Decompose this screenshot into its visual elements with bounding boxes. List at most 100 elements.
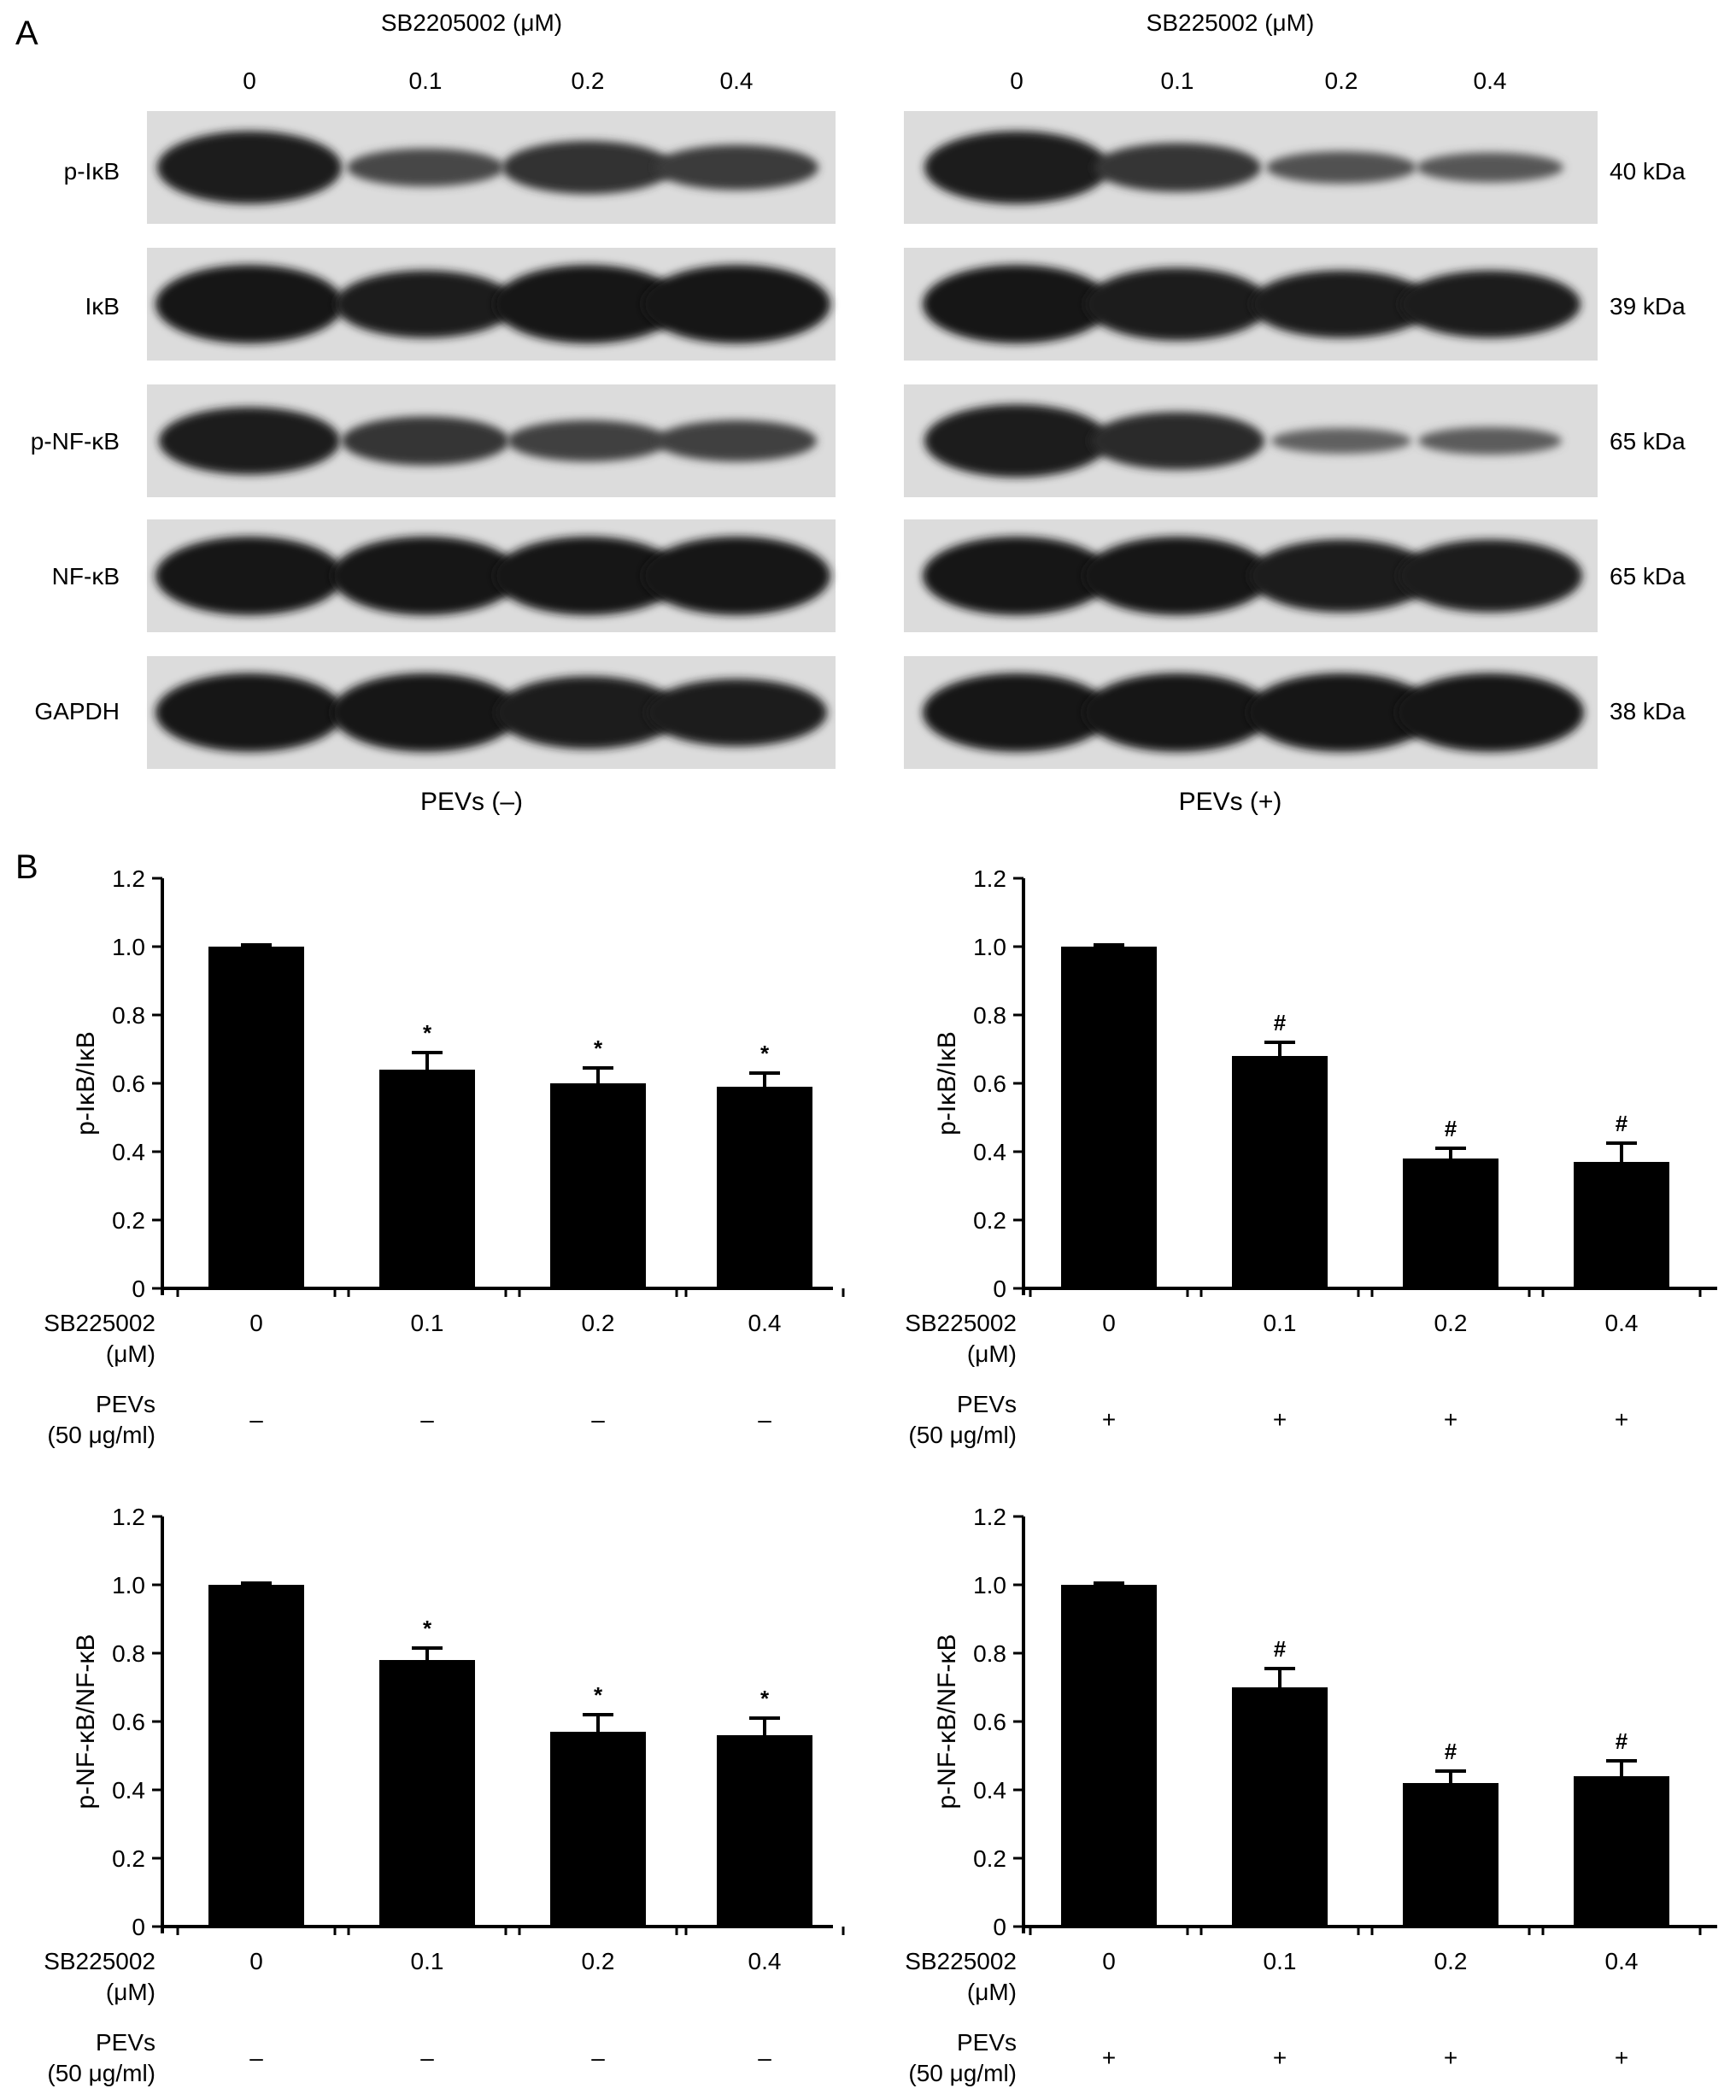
right-blot-band-3-1 — [1083, 537, 1271, 615]
y-tick-label: 0.6 — [973, 1709, 1006, 1735]
protein-label-2: p-NF-κB — [31, 428, 120, 455]
significance-marker: # — [1616, 1728, 1628, 1754]
right-blot-band-4-3 — [1396, 673, 1584, 752]
y-tick-label: 0 — [132, 1276, 145, 1302]
pevs-row-label: PEVs — [96, 2029, 155, 2056]
left-blot-band-2-0 — [159, 407, 340, 475]
left-blot-band-3-1 — [331, 537, 519, 615]
left-blot-band-1-3 — [642, 265, 830, 343]
left-blot-band-1-0 — [155, 265, 343, 343]
protein-label-0: p-IκB — [64, 158, 120, 185]
bar — [208, 1585, 304, 1927]
right-dose-3: 0.4 — [1474, 67, 1507, 94]
x-tick-label: 0.1 — [1264, 1310, 1297, 1336]
left-blot-band-4-1 — [331, 673, 519, 752]
x-tick-label: 0 — [249, 1948, 263, 1974]
left-blot-band-4-2 — [496, 676, 680, 749]
pevs-value: + — [1444, 2044, 1457, 2071]
bar — [1403, 1783, 1498, 1927]
y-axis-label: p-IκB/IκB — [933, 1031, 961, 1135]
bar — [717, 1735, 812, 1927]
right-blot-footer: PEVs (+) — [1179, 788, 1282, 816]
kda-label-3: 65 kDa — [1610, 563, 1686, 590]
y-tick-label: 1.2 — [973, 865, 1006, 892]
x-tick-label: 0.4 — [748, 1310, 782, 1336]
right-blot-band-0-2 — [1266, 151, 1416, 184]
y-tick-label: 0.4 — [112, 1139, 145, 1165]
y-tick-label: 1.0 — [112, 934, 145, 960]
y-tick-label: 0.2 — [112, 1845, 145, 1872]
drug-row-unit: (μM) — [967, 1979, 1017, 2005]
x-tick-label: 0 — [1102, 1948, 1116, 1974]
right-blot-band-3-2 — [1249, 539, 1434, 613]
pevs-value: + — [1444, 1406, 1457, 1433]
right-blot-band-1-1 — [1085, 267, 1270, 341]
left-dose-labels: 0 0.1 0.2 0.4 — [243, 67, 753, 94]
drug-row-label: SB225002 — [905, 1948, 1017, 1974]
y-tick-label: 0.8 — [112, 1640, 145, 1667]
right-blot-band-2-1 — [1090, 412, 1264, 470]
panel-a-label: A — [15, 15, 38, 52]
left-blot-band-3-0 — [155, 537, 343, 615]
kda-label-4: 38 kDa — [1610, 698, 1686, 724]
significance-marker: * — [423, 1020, 432, 1046]
right-blot-band-0-0 — [924, 131, 1109, 204]
x-tick-label: 0.1 — [411, 1948, 444, 1974]
bar — [550, 1083, 646, 1288]
left-blot-band-0-0 — [157, 131, 342, 204]
bar-chart-3: 0 0.2 0.4 0.6 0.8 1.0 1.2 p-NF-κB/NF-κB # # # SB225… — [905, 1504, 1717, 2086]
right-blot-band-3-3 — [1398, 539, 1582, 613]
y-tick-label: 0.2 — [973, 1207, 1006, 1234]
right-blot-band-4-0 — [923, 673, 1111, 752]
pevs-value: + — [1615, 2044, 1628, 2071]
protein-label-1: IκB — [85, 293, 120, 320]
right-blot-band-4-1 — [1083, 673, 1271, 752]
western-blot-strips — [147, 111, 1598, 769]
pevs-value: – — [249, 2044, 263, 2071]
y-tick-label: 0.2 — [973, 1845, 1006, 1872]
left-blot-band-2-3 — [656, 419, 817, 462]
right-blot-band-1-3 — [1399, 270, 1581, 338]
pevs-value: – — [591, 2044, 605, 2071]
y-tick-label: 0.8 — [973, 1002, 1006, 1029]
bar — [717, 1087, 812, 1288]
left-blot-band-4-0 — [155, 673, 343, 752]
y-tick-label: 0.6 — [112, 1709, 145, 1735]
y-tick-label: 1.2 — [112, 1504, 145, 1530]
left-blot-band-3-3 — [642, 537, 830, 615]
y-axis-label: p-IκB/IκB — [72, 1031, 100, 1135]
left-blot-band-3-2 — [494, 537, 682, 615]
pevs-value: – — [758, 1406, 771, 1433]
right-blot-band-1-2 — [1251, 270, 1432, 338]
drug-row-unit: (μM) — [106, 1979, 155, 2005]
right-dose-1: 0.1 — [1161, 67, 1194, 94]
significance-marker: * — [760, 1041, 770, 1066]
right-dose-0: 0 — [1010, 67, 1023, 94]
pevs-value: + — [1273, 2044, 1287, 2071]
y-tick-label: 1.0 — [973, 934, 1006, 960]
pevs-row-label: PEVs — [957, 1391, 1017, 1417]
left-blot-header: SB2205002 (μM) — [381, 9, 562, 36]
x-tick-label: 0 — [1102, 1310, 1116, 1336]
bar-chart-2: 0 0.2 0.4 0.6 0.8 1.0 1.2 p-NF-κB/NF-κB * * * SB225… — [44, 1504, 845, 2086]
y-axis-label: p-NF-κB/NF-κB — [933, 1634, 961, 1810]
pevs-value: – — [591, 1406, 605, 1433]
x-tick-label: 0.2 — [1434, 1310, 1468, 1336]
right-blot-band-3-0 — [923, 537, 1111, 615]
y-tick-label: 0 — [993, 1914, 1006, 1940]
right-dose-labels: 0 0.1 0.2 0.4 — [1010, 67, 1506, 94]
left-blot-band-0-2 — [502, 140, 673, 195]
left-blot-footer: PEVs (–) — [420, 788, 523, 816]
pevs-row-unit: (50 μg/ml) — [908, 1422, 1017, 1448]
protein-label-4: GAPDH — [34, 698, 120, 724]
y-tick-label: 0.4 — [112, 1777, 145, 1804]
pevs-value: + — [1102, 2044, 1116, 2071]
x-tick-label: 0.2 — [582, 1310, 615, 1336]
x-tick-label: 0.1 — [411, 1310, 444, 1336]
left-blot-band-2-2 — [507, 419, 668, 462]
x-tick-label: 0.4 — [1605, 1310, 1639, 1336]
y-tick-label: 1.2 — [973, 1504, 1006, 1530]
x-tick-label: 0 — [249, 1310, 263, 1336]
left-dose-2: 0.2 — [572, 67, 605, 94]
